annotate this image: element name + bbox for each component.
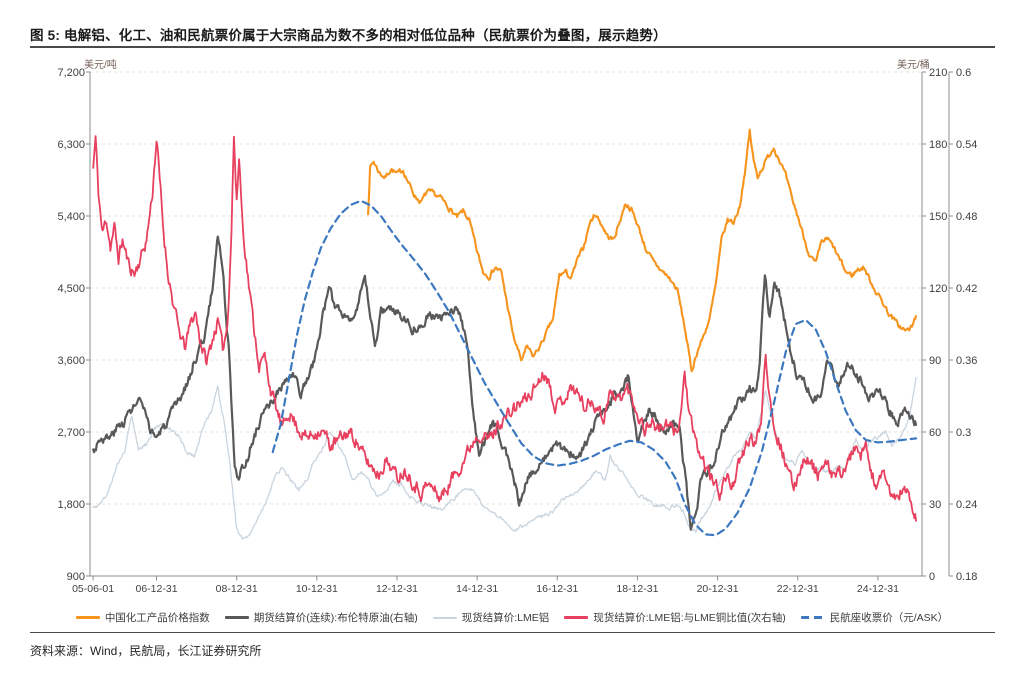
x-axis-tick-label: 20-12-31	[697, 583, 739, 595]
y-axis-tick-label: 90	[929, 355, 941, 367]
y-axis-tick-label: 2,700	[57, 427, 85, 439]
y-axis-tick-label: 4,500	[57, 283, 85, 295]
y-axis-tick-label: 0.42	[956, 283, 977, 295]
gray-line-icon	[224, 616, 249, 619]
y-axis-tick-label: 900	[67, 571, 85, 583]
series-line-3	[92, 135, 917, 522]
series-line-1	[92, 235, 918, 531]
figure-bottom-divider	[30, 632, 995, 633]
right-axis-unit-label: 美元/桶	[897, 60, 930, 71]
series-lines	[92, 128, 918, 540]
x-axis-tick-label: 14-12-31	[456, 583, 498, 595]
y-axis-tick-label: 180	[929, 139, 947, 151]
x-axis-tick-label: 05-06-01	[72, 583, 114, 595]
x-axis-tick-label: 08-12-31	[216, 583, 258, 595]
series-line-2	[92, 376, 917, 540]
y-axis-tick-label: 7,200	[57, 67, 85, 79]
series-line-0	[367, 128, 918, 373]
legend-label: 民航座收票价（元/ASK）	[829, 612, 949, 624]
legend-item-airfare: 民航座收票价（元/ASK）	[800, 610, 949, 625]
y-axis-tick-label: 0.48	[956, 211, 977, 223]
x-axis-tick-label: 18-12-31	[616, 583, 658, 595]
legend-label: 现货结算价:LME铝:与LME铜比值(次右轴)	[593, 612, 786, 624]
x-axis-tick-label: 16-12-31	[536, 583, 578, 595]
legend-item-chemical-index: 中国化工产品价格指数	[75, 610, 210, 625]
legend-item-al-cu-ratio: 现货结算价:LME铝:与LME铜比值(次右轴)	[564, 610, 786, 625]
lightgray-line-icon	[432, 616, 457, 619]
chart-legend: 中国化工产品价格指数 期货结算价(连续):布伦特原油(右轴) 现货结算价:LME…	[0, 610, 1024, 625]
x-axis-tick-label: 24-12-31	[857, 583, 899, 595]
y-axis-tick-label: 0	[929, 571, 935, 583]
legend-item-lme-aluminum: 现货结算价:LME铝	[432, 610, 550, 625]
y-axis-tick-label: 210	[929, 67, 947, 79]
y-axis-tick-label: 0.54	[956, 139, 977, 151]
data-source-note: 资料来源：Wind，民航局，长江证券研究所	[30, 644, 262, 658]
title-divider	[30, 46, 995, 48]
y-axis-tick-label: 0.6	[956, 67, 971, 79]
y-axis-tick-label: 3,600	[57, 355, 85, 367]
price-chart-canvas: 7,2006,3005,4004,5003,6002,7001,80090021…	[57, 67, 977, 595]
x-axis-tick-label: 12-12-31	[376, 583, 418, 595]
y-axis-tick-label: 0.24	[956, 499, 977, 511]
series-line-4	[271, 199, 918, 537]
y-axis-tick-label: 150	[929, 211, 947, 223]
y-axis-tick-label: 30	[929, 499, 941, 511]
y-axis-tick-label: 60	[929, 427, 941, 439]
y-axis-tick-label: 0.3	[956, 427, 971, 439]
left-axis-unit-label: 美元/吨	[84, 60, 117, 71]
y-axis-tick-label: 5,400	[57, 211, 85, 223]
legend-label: 现货结算价:LME铝	[461, 612, 550, 624]
y-axis-tick-label: 120	[929, 283, 947, 295]
orange-line-icon	[75, 616, 100, 619]
y-axis-tick-label: 1,800	[57, 499, 85, 511]
y-axis-tick-label: 0.36	[956, 355, 977, 367]
legend-label: 中国化工产品价格指数	[104, 612, 210, 624]
y-axis-tick-label: 0.18	[956, 571, 977, 583]
x-axis-tick-label: 10-12-31	[296, 583, 338, 595]
blue-dashed-line-icon	[800, 616, 825, 619]
x-axis-tick-label: 06-12-31	[136, 583, 178, 595]
x-axis-tick-label: 22-12-31	[777, 583, 819, 595]
legend-item-brent-oil: 期货结算价(连续):布伦特原油(右轴)	[224, 610, 418, 625]
axes: 7,2006,3005,4004,5003,6002,7001,80090021…	[57, 67, 977, 595]
y-axis-tick-label: 6,300	[57, 139, 85, 151]
legend-label: 期货结算价(连续):布伦特原油(右轴)	[253, 612, 418, 624]
red-line-icon	[564, 616, 589, 619]
figure-title: 图 5: 电解铝、化工、油和民航票价属于大宗商品为数不多的相对低位品种（民航票价…	[30, 28, 667, 43]
